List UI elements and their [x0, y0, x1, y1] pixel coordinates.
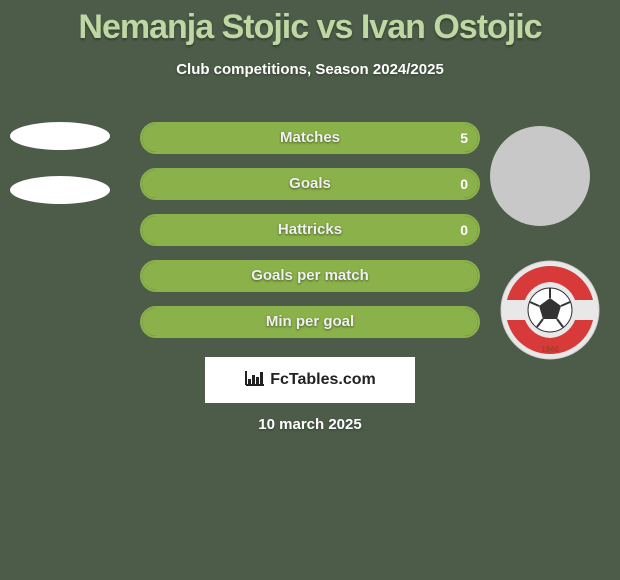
stat-value-right: 0	[460, 170, 468, 198]
player-right-avatar	[490, 126, 590, 226]
date-text: 10 march 2025	[0, 416, 620, 433]
stat-label: Goals	[142, 170, 478, 198]
player-left-avatar	[10, 122, 110, 150]
stat-bar: Hattricks0	[140, 214, 480, 246]
stat-bar: Matches5	[140, 122, 480, 154]
stat-bar: Goals0	[140, 168, 480, 200]
chart-icon	[244, 369, 266, 392]
stat-label: Matches	[142, 124, 478, 152]
stat-value-right: 5	[460, 124, 468, 152]
stat-label: Goals per match	[142, 262, 478, 290]
player-right-club-logo: 1946	[500, 260, 600, 360]
watermark: FcTables.com	[205, 357, 415, 403]
page-subtitle: Club competitions, Season 2024/2025	[0, 61, 620, 78]
stat-label: Min per goal	[142, 308, 478, 336]
page-title: Nemanja Stojic vs Ivan Ostojic	[0, 0, 620, 47]
stat-bar: Min per goal	[140, 306, 480, 338]
watermark-text: FcTables.com	[270, 371, 376, 389]
stat-value-right: 0	[460, 216, 468, 244]
player-left-club-logo	[10, 176, 110, 204]
svg-text:1946: 1946	[541, 345, 559, 354]
stats-bars: Matches5Goals0Hattricks0Goals per matchM…	[140, 122, 480, 352]
stat-bar: Goals per match	[140, 260, 480, 292]
stat-label: Hattricks	[142, 216, 478, 244]
